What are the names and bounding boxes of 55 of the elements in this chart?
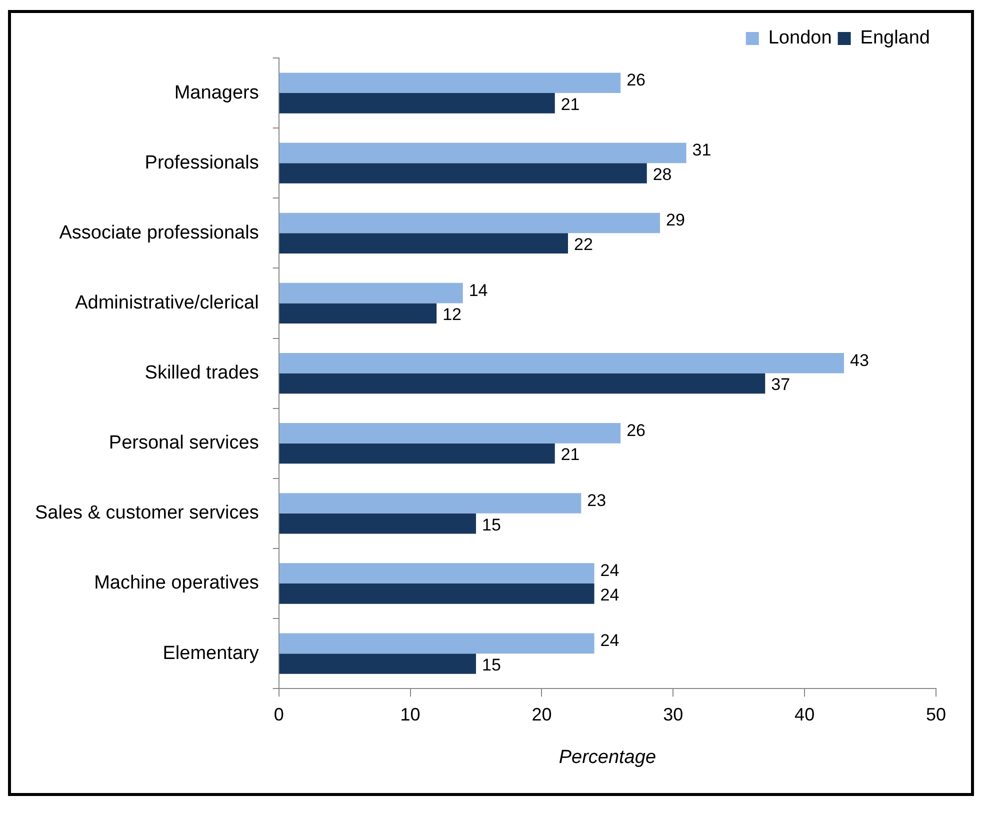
data-label: 31 bbox=[692, 140, 712, 160]
data-label: 23 bbox=[587, 490, 606, 510]
y-tick-label: Skilled trades bbox=[144, 362, 259, 384]
data-label: 15 bbox=[482, 655, 501, 674]
data-label: 21 bbox=[560, 94, 580, 114]
data-label: 26 bbox=[626, 420, 646, 440]
y-tick-label: Elementary bbox=[162, 642, 260, 664]
bar bbox=[279, 493, 582, 514]
x-tick-label: 20 bbox=[532, 704, 552, 724]
bar bbox=[279, 563, 594, 584]
legend-label: England bbox=[860, 28, 930, 49]
data-label: 24 bbox=[600, 585, 620, 604]
x-tick-label: 0 bbox=[274, 704, 284, 724]
bar bbox=[279, 584, 594, 604]
data-label: 14 bbox=[468, 280, 488, 300]
x-tick-label: 10 bbox=[400, 704, 420, 724]
bar bbox=[279, 513, 476, 534]
y-tick-label: Administrative/clerical bbox=[75, 292, 259, 314]
chart-frame: Percentage London England 0 10 20 30 40 50 Managers Professionals Associate professionals Administrative/clerical Skilled trades Personal services Sales & customer services Machine operatives Elementary 26 31 29 14 43 26 23 24 24 21 28 22 12 37 21 15 24 15 bbox=[8, 10, 974, 796]
x-tick-label: 30 bbox=[663, 704, 684, 724]
data-label: 26 bbox=[626, 70, 646, 90]
data-label: 37 bbox=[771, 375, 790, 394]
data-label: 29 bbox=[666, 210, 685, 230]
x-tick-label: 40 bbox=[794, 704, 815, 724]
y-tick-label: Sales & customer services bbox=[34, 502, 259, 524]
data-label: 12 bbox=[442, 305, 462, 324]
y-tick-label: Personal services bbox=[108, 432, 259, 454]
data-label: 24 bbox=[600, 631, 620, 650]
bar bbox=[279, 443, 555, 464]
bar bbox=[279, 163, 647, 184]
bar bbox=[279, 373, 766, 394]
legend-label: London bbox=[768, 28, 832, 49]
y-tick-label: Professionals bbox=[144, 152, 259, 174]
bar bbox=[279, 212, 660, 234]
bar bbox=[279, 72, 621, 94]
bar bbox=[279, 303, 437, 324]
bar bbox=[279, 233, 568, 254]
bar bbox=[279, 282, 463, 304]
bar bbox=[279, 654, 476, 674]
bar bbox=[279, 352, 844, 374]
x-axis-title: Percentage bbox=[558, 746, 656, 768]
data-label: 43 bbox=[850, 350, 869, 370]
bar bbox=[279, 423, 621, 444]
bar bbox=[279, 142, 686, 164]
bar bbox=[279, 93, 555, 114]
x-tick-label: 50 bbox=[926, 704, 946, 724]
bar bbox=[279, 633, 594, 654]
y-tick-label: Managers bbox=[174, 82, 259, 104]
y-tick-label: Associate professionals bbox=[59, 222, 259, 244]
data-label: 22 bbox=[574, 235, 593, 254]
data-label: 24 bbox=[600, 561, 620, 580]
y-tick-label: Machine operatives bbox=[94, 572, 259, 594]
data-label: 28 bbox=[652, 164, 672, 184]
data-label: 21 bbox=[560, 445, 580, 464]
data-label: 15 bbox=[482, 515, 501, 534]
